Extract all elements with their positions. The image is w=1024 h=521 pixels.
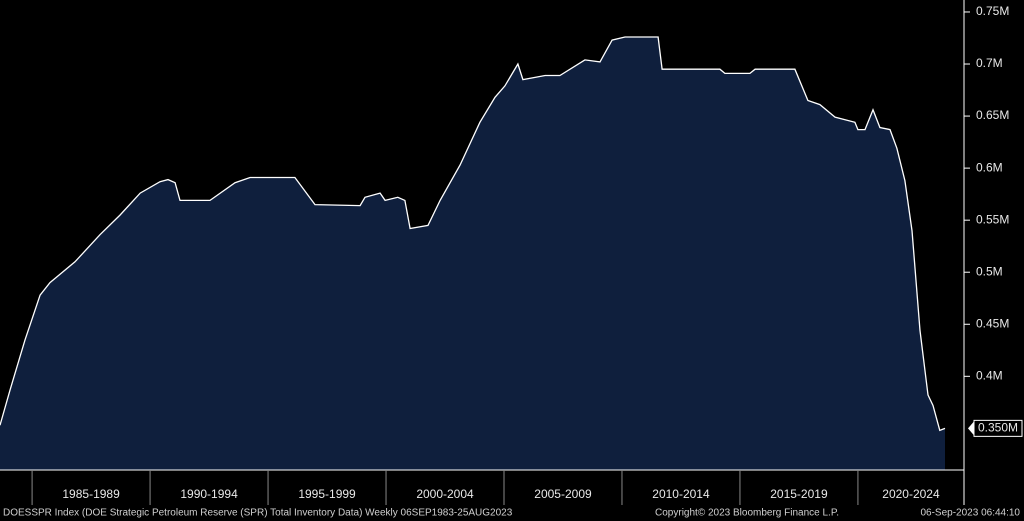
y-tick-label: 0.4M	[976, 368, 1003, 382]
x-period-label: 1995-1999	[298, 487, 356, 501]
last-value-pointer	[968, 421, 974, 436]
y-tick-label: 0.45M	[976, 316, 1009, 330]
y-tick-label: 0.5M	[976, 264, 1003, 278]
x-period-label: 2010-2014	[652, 487, 710, 501]
y-tick-label: 0.7M	[976, 56, 1003, 70]
y-tick-label: 0.65M	[976, 108, 1009, 122]
x-period-label: 2015-2019	[770, 487, 828, 501]
x-period-label: 1990-1994	[180, 487, 238, 501]
last-value-box	[973, 419, 1023, 437]
last-value-label: 0.350M	[978, 421, 1018, 435]
x-period-label: 2000-2004	[416, 487, 474, 501]
timestamp: 06-Sep-2023 06:44:10	[920, 508, 1020, 519]
chart-title: DOESSPR Index (DOE Strategic Petroleum R…	[3, 508, 513, 519]
y-tick-label: 0.6M	[976, 160, 1003, 174]
x-period-label: 2005-2009	[534, 487, 592, 501]
y-tick-label: 0.75M	[976, 4, 1009, 18]
copyright: Copyright© 2023 Bloomberg Finance L.P.	[655, 508, 839, 519]
y-tick-label: 0.55M	[976, 212, 1009, 226]
x-period-label: 2020-2024	[882, 487, 940, 501]
area	[0, 37, 945, 470]
line	[0, 36, 946, 432]
x-period-label: 1985-1989	[62, 487, 120, 501]
